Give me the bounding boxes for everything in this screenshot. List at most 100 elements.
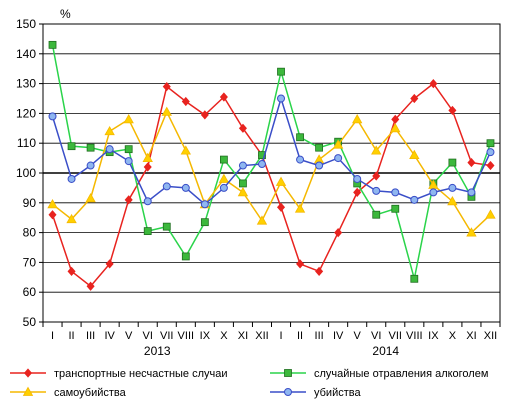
data-point [276,202,286,212]
unit-label: % [60,7,71,21]
data-point [85,193,96,203]
data-point [429,188,438,197]
series-1 [48,78,495,291]
data-point [410,195,419,204]
legend-item: случайные отравления алкоголем [270,368,488,380]
y-tick-label: 60 [23,285,37,299]
x-tick-label: V [354,330,362,342]
data-point [447,195,458,206]
data-point [86,281,95,291]
x-tick-label: V [125,330,133,342]
data-point [391,188,400,197]
data-point [353,174,362,183]
data-point [237,187,249,197]
data-point [332,139,344,149]
data-point [86,143,95,152]
data-point [48,210,57,220]
data-point [200,218,209,227]
data-point [238,161,247,170]
data-point [66,213,77,224]
x-tick-label: IV [104,330,115,342]
x-tick-label: VIII [406,330,423,342]
data-point [429,78,438,89]
x-tick-label: IV [333,330,344,342]
data-point [372,186,381,195]
data-point [181,252,190,261]
data-point [104,125,115,136]
series-lines [47,40,496,291]
data-point [372,171,381,181]
data-point [143,227,152,236]
data-point [315,266,324,276]
data-point [180,145,191,155]
data-point [67,174,76,183]
data-point [256,215,268,225]
data-point [448,105,457,116]
y-tick-label: 50 [23,315,37,329]
data-point [448,183,457,192]
x-tick-label: II [69,330,75,342]
legend-item: убийства [270,387,361,399]
data-point [277,67,285,76]
x-tick-label: VII [160,330,173,342]
data-point [219,92,228,102]
data-point [275,176,287,186]
data-point [277,94,286,103]
series-line [51,44,492,279]
data-point [486,139,495,148]
data-point [238,123,247,133]
x-tick-label: XI [466,330,476,342]
data-point [294,203,306,213]
data-point [86,161,95,170]
x-tick-label: VI [371,330,381,342]
y-tick-label: 70 [23,255,37,269]
data-point [47,198,58,209]
data-point [486,160,495,171]
series-3 [47,106,496,237]
data-point [181,183,190,192]
x-tick-label: III [86,330,95,342]
x-tick-label: III [315,330,324,342]
data-point [353,187,362,197]
data-point [218,173,230,183]
data-point [105,259,114,269]
data-point [315,161,324,170]
y-tick-label: 140 [16,47,36,61]
data-point [486,148,495,157]
year-label: 2014 [372,344,399,358]
data-point [143,197,152,206]
y-tick-label: 130 [16,77,36,91]
x-tick-label: I [51,330,54,342]
data-point [181,96,190,107]
data-point [334,154,343,163]
series-line [51,82,491,288]
data-point [124,145,133,154]
data-point [352,114,363,124]
data-point [200,200,209,209]
data-point [296,133,304,142]
data-point [143,162,152,172]
y-tick-label: 90 [23,196,37,210]
data-point [48,112,57,121]
x-tick-label: II [297,330,303,342]
data-point [296,155,305,164]
data-point [200,110,209,120]
data-point [162,182,171,191]
x-tick-label: X [220,330,228,342]
legend-swatch-marker [23,368,33,378]
data-point [219,183,228,192]
data-point [390,122,401,133]
x-tick-label: XII [484,330,497,342]
legend: транспортные несчастные случаи случайные … [10,368,488,399]
data-point [105,145,114,154]
x-tick-label: IX [428,330,439,342]
data-point [124,157,133,166]
data-point [315,143,324,152]
data-point [48,40,57,49]
series-4 [48,94,495,209]
data-point [410,274,419,283]
data-point [161,106,172,116]
